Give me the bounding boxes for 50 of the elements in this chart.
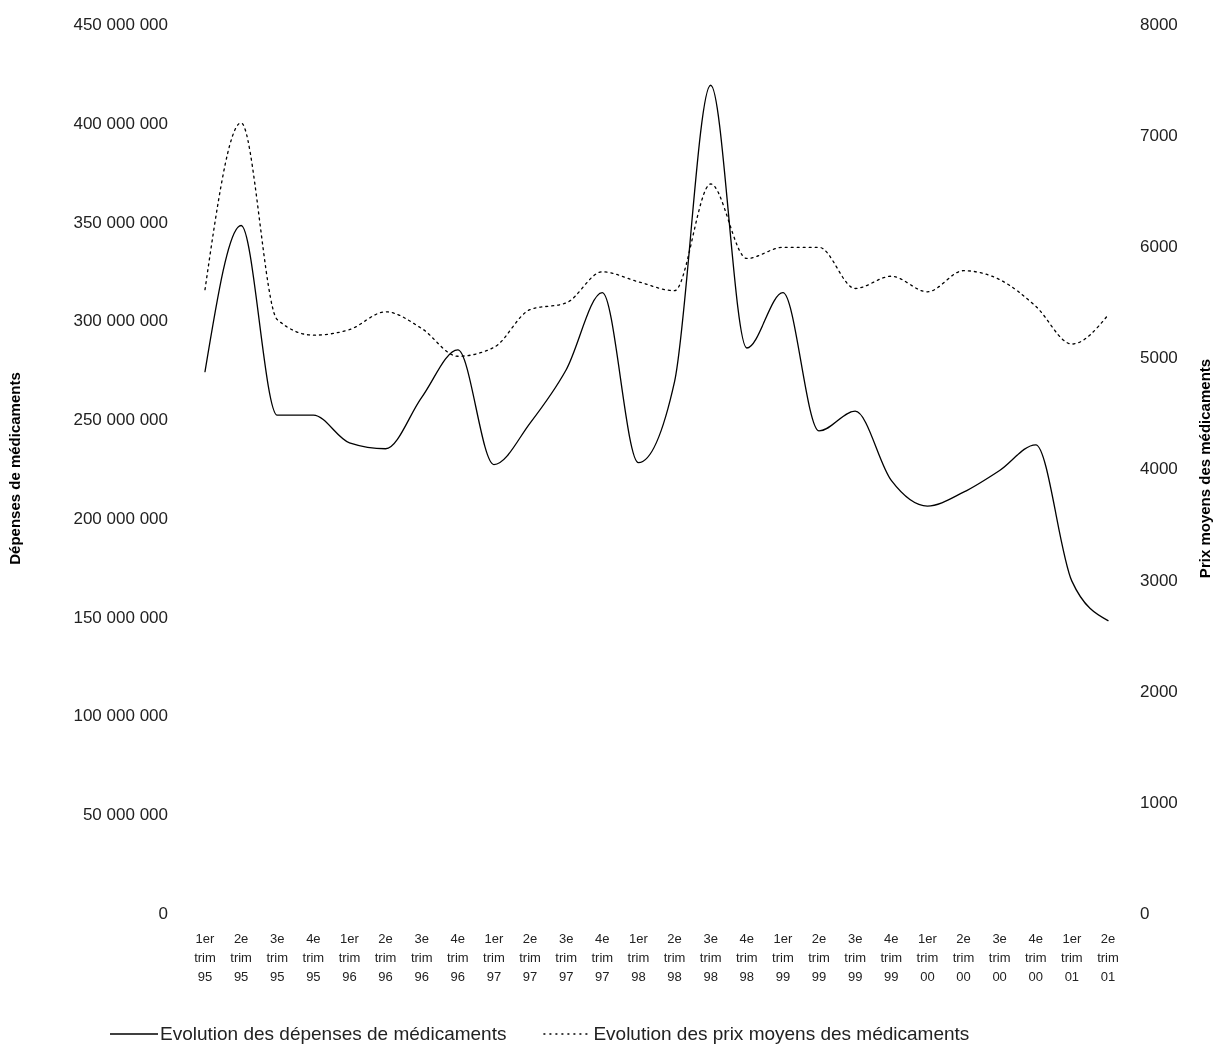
x-tick-label: 1er trim 96 [338, 931, 361, 984]
x-tick-label: 4e trim 98 [735, 931, 758, 984]
y-tick-label: 450 000 000 [73, 14, 168, 34]
x-tick-label: 2e trim 99 [808, 931, 830, 984]
y2-tick-label: 1000 [1140, 792, 1178, 812]
x-tick-label: 3e trim 99 [844, 931, 866, 984]
x-tick-label: 1er trim 99 [772, 931, 794, 984]
x-tick-label: 1er trim 95 [194, 931, 216, 984]
x-tick-label: 4e trim 95 [302, 931, 325, 984]
x-tick-label: 3e trim 00 [988, 931, 1011, 984]
y-tick-label: 300 000 000 [73, 311, 168, 331]
x-tick-label: 2e trim 97 [519, 931, 541, 984]
x-tick-label: 1er trim 98 [627, 931, 650, 984]
y2-tick-label: 4000 [1140, 459, 1178, 479]
x-tick-label: 2e trim 95 [230, 931, 252, 984]
y2-axis-title: Prix moyens des médicaments [1196, 358, 1213, 579]
x-tick-label: 1er trim 01 [1061, 931, 1083, 984]
y2-tick-label: 6000 [1140, 237, 1178, 257]
y-tick-label: 0 [158, 903, 168, 923]
x-tick-label: 2e trim 01 [1097, 931, 1119, 984]
x-tick-label: 2e trim 98 [663, 931, 686, 984]
y-axis-title: Dépenses de médicaments [6, 372, 23, 565]
y2-tick-label: 7000 [1140, 126, 1178, 146]
x-tick-label: 4e trim 99 [880, 931, 903, 984]
x-tick-label: 2e trim 96 [374, 931, 397, 984]
legend-label: Evolution des prix moyens des médicaments [593, 1023, 970, 1044]
y-tick-label: 200 000 000 [73, 508, 168, 528]
y2-tick-label: 3000 [1140, 570, 1178, 590]
y-tick-label: 350 000 000 [73, 212, 168, 232]
x-tick-label: 4e trim 00 [1024, 931, 1047, 984]
x-tick-label: 4e trim 96 [447, 931, 469, 984]
x-tick-label: 3e trim 98 [699, 931, 722, 984]
x-tick-label: 1er trim 97 [483, 931, 505, 984]
y2-tick-label: 0 [1140, 903, 1150, 923]
y2-tick-label: 5000 [1140, 348, 1178, 368]
y2-tick-label: 8000 [1140, 14, 1178, 34]
x-tick-label: 2e trim 00 [952, 931, 975, 984]
x-tick-label: 4e trim 97 [591, 931, 614, 984]
line-series [204, 84, 1109, 622]
y-tick-label: 400 000 000 [73, 113, 168, 133]
y-tick-label: 100 000 000 [73, 706, 168, 726]
y-tick-label: 150 000 000 [73, 607, 168, 627]
x-tick-label: 3e trim 96 [410, 931, 433, 984]
y-tick-label: 250 000 000 [73, 410, 168, 430]
x-tick-label: 1er trim 00 [916, 931, 939, 984]
x-tick-label: 3e trim 95 [266, 931, 289, 984]
legend-label: Evolution des dépenses de médicaments [160, 1023, 507, 1044]
y-tick-label: 50 000 000 [82, 805, 168, 825]
x-tick-label: 3e trim 97 [555, 931, 578, 984]
y2-tick-label: 2000 [1140, 681, 1178, 701]
